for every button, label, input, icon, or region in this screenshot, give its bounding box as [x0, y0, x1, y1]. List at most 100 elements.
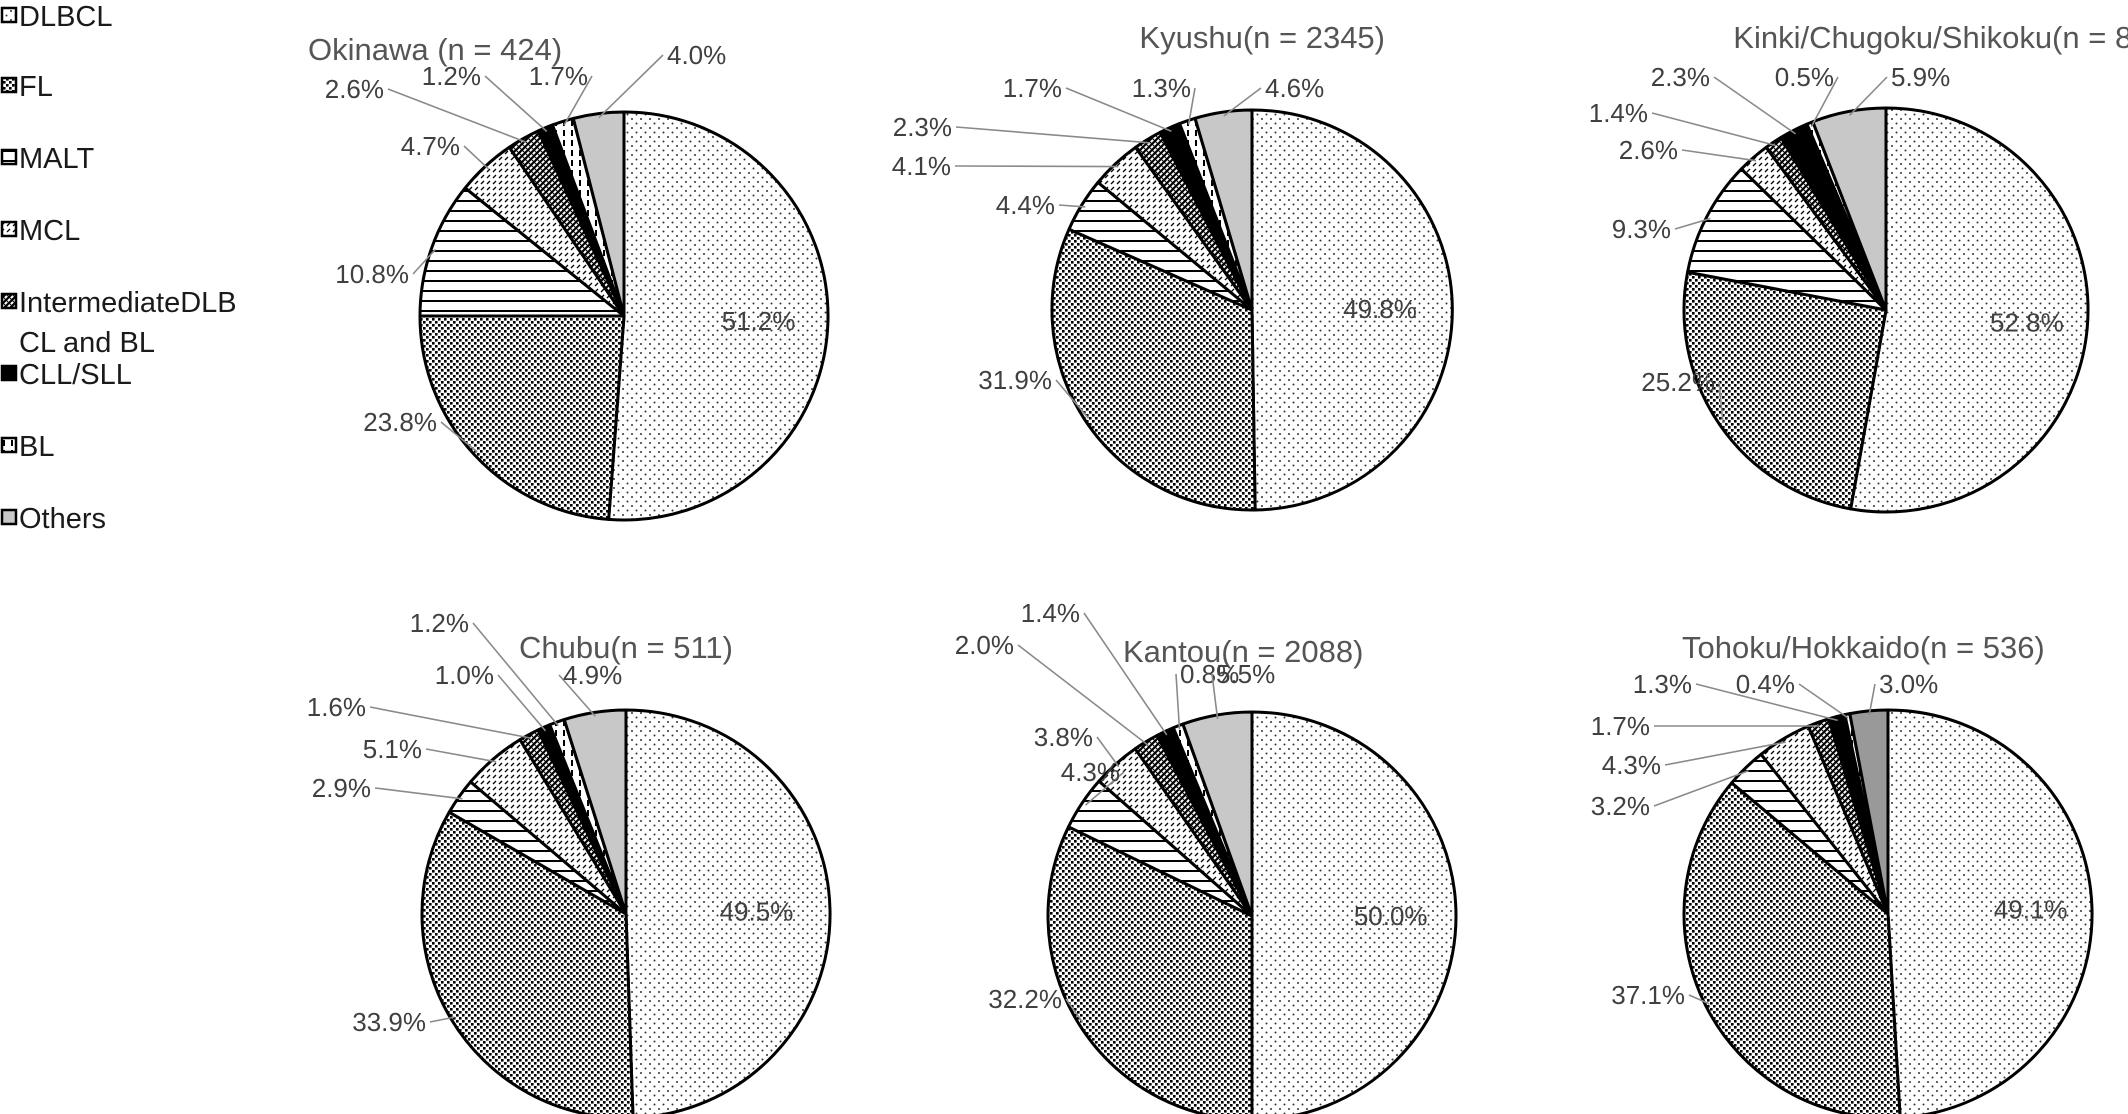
leader-line — [1096, 736, 1120, 768]
pie-title: Tohoku/Hokkaido(n = 536) — [1682, 630, 2045, 665]
legend-item-intermediatedlb-cl-and-bl: IntermediateDLB CL and BL — [0, 287, 237, 359]
data-label: 9.3% — [1612, 214, 1671, 244]
pie-slice-dlbcl — [1250, 710, 1458, 1114]
data-label: 10.8% — [335, 259, 409, 289]
data-label: 3.2% — [1591, 791, 1650, 821]
leader-line — [374, 787, 463, 800]
legend-swatch-malt — [0, 148, 18, 166]
leader-line — [463, 145, 490, 170]
pie-slice-dlbcl — [1250, 108, 1454, 512]
legend-item-mcl: MCL — [0, 215, 80, 247]
data-label: 33.9% — [352, 1007, 426, 1037]
pie-slice-malt — [418, 186, 626, 318]
leader-line — [387, 88, 526, 143]
legend-label: CLL/SLL — [19, 359, 132, 391]
leader-line — [1713, 76, 1797, 135]
leader-line — [412, 248, 436, 275]
data-label: 2.0% — [955, 630, 1014, 660]
data-label: 1.7% — [1003, 73, 1062, 103]
data-label: 51.2% — [722, 306, 796, 336]
leader-line — [429, 1016, 455, 1023]
data-label: 4.4% — [996, 190, 1055, 220]
data-label: 1.3% — [1132, 73, 1191, 103]
leader-line — [369, 706, 531, 739]
pie-tohoku-hokkaido-n-536: Tohoku/Hokkaido(n = 536) 49.1% 37.1% 3.2% 4.… — [1591, 630, 2094, 1114]
pie-okinawa-n-424: Okinawa (n = 424) 51.2% 23.8% 10.8% 4.7% 2.6%… — [308, 32, 830, 522]
legend: DLBCL FL MALT MCL IntermediateDLB CL and BLCL… — [0, 1, 237, 535]
leader-line — [1211, 673, 1219, 720]
data-label: 37.1% — [1611, 980, 1685, 1010]
data-label: 1.7% — [529, 61, 588, 91]
data-label: 49.8% — [1343, 294, 1417, 324]
data-label: 2.3% — [893, 112, 952, 142]
leader-line — [484, 75, 548, 133]
data-label: 25.2% — [1641, 367, 1715, 397]
pie-slice-fl — [418, 314, 626, 521]
pie-slice-dlbcl — [624, 708, 832, 1114]
leader-line — [1653, 769, 1749, 807]
leader-line — [1810, 76, 1839, 127]
pie-slice-others — [1811, 106, 1888, 312]
pie-kyushu-n-2345: Kyushu(n = 2345) 49.8% 31.9% 4.4% 4.1% 2.3% 1.… — [892, 20, 1454, 512]
data-label: 5.1% — [363, 734, 422, 764]
data-label: 1.4% — [1021, 598, 1080, 628]
data-label: 1.2% — [422, 61, 481, 91]
leader-line — [440, 421, 478, 453]
data-label: 4.7% — [401, 131, 460, 161]
pie-title: Chubu(n = 511) — [519, 630, 733, 665]
legend-swatch-others — [0, 508, 18, 526]
legend-label: BL — [19, 431, 54, 463]
leader-line — [1175, 673, 1181, 730]
legend-label: FL — [19, 71, 53, 103]
data-label: 50.0% — [1354, 901, 1428, 931]
leader-line — [598, 54, 664, 119]
leader-line — [1688, 994, 1710, 1005]
data-label: 4.9% — [563, 660, 622, 690]
leader-line — [1674, 217, 1711, 230]
leader-line — [472, 622, 559, 727]
leader-line — [1187, 87, 1196, 125]
legend-swatch-intermediatedlb-cl-and-bl — [0, 292, 18, 310]
legend-swatch-bl — [0, 436, 18, 454]
leader-line — [1651, 112, 1776, 147]
legend-label: CL and BL — [19, 327, 155, 359]
pie-slice-others — [1193, 108, 1254, 312]
leader-line — [955, 126, 1150, 144]
pie-slice-malt — [1686, 167, 1888, 312]
data-label: 49.1% — [1994, 895, 2068, 925]
legend-label: DLBCL — [19, 1, 113, 33]
pie-chubu-n-511: Chubu(n = 511) 49.5% 33.9% 2.9% 5.1% 1.6% 1.0%… — [307, 608, 832, 1114]
pie-kantou-n-2088: Kantou(n = 2088) 50.0% 32.2% 4.3% 3.8% 2.0%1.… — [955, 598, 1458, 1114]
legend-item-fl: FL — [0, 71, 53, 103]
legend-item-bl: BL — [0, 431, 54, 463]
pie-title: Okinawa (n = 424) — [308, 32, 562, 67]
pie-slice-others — [571, 110, 626, 318]
data-label: 5.9% — [1891, 62, 1950, 92]
data-label: 0.4% — [1736, 669, 1795, 699]
legend-label: IntermediateDLB — [19, 287, 237, 319]
leader-line — [497, 674, 547, 732]
data-label: 0.5% — [1775, 62, 1834, 92]
leader-line — [1065, 87, 1172, 133]
legend-label: MALT — [19, 143, 94, 175]
pie-title: Kyushu(n = 2345) — [1139, 20, 1385, 55]
legend-swatch-mcl — [0, 220, 18, 238]
data-label: 4.3% — [1061, 757, 1120, 787]
data-label: 1.3% — [1633, 669, 1692, 699]
data-label: 2.3% — [1651, 62, 1710, 92]
pie-slice-fl — [1682, 781, 1902, 1114]
pie-slice-dlbcl — [1849, 106, 2090, 514]
data-label: 2.6% — [1619, 135, 1678, 165]
pie-slice-fl — [1682, 270, 1888, 511]
legend-swatch-cll-sll — [0, 364, 18, 382]
data-label: 2.6% — [325, 74, 384, 104]
legend-item-malt: MALT — [0, 143, 94, 175]
leader-line — [1223, 87, 1262, 117]
data-label: 2.9% — [312, 773, 371, 803]
leader-line — [558, 674, 597, 717]
data-label: 1.4% — [1589, 98, 1648, 128]
legend-item-cll-sll: CLL/SLL — [0, 359, 132, 391]
data-label: 1.2% — [410, 608, 469, 638]
data-label: 4.6% — [1265, 73, 1324, 103]
leader-line — [1848, 76, 1888, 116]
